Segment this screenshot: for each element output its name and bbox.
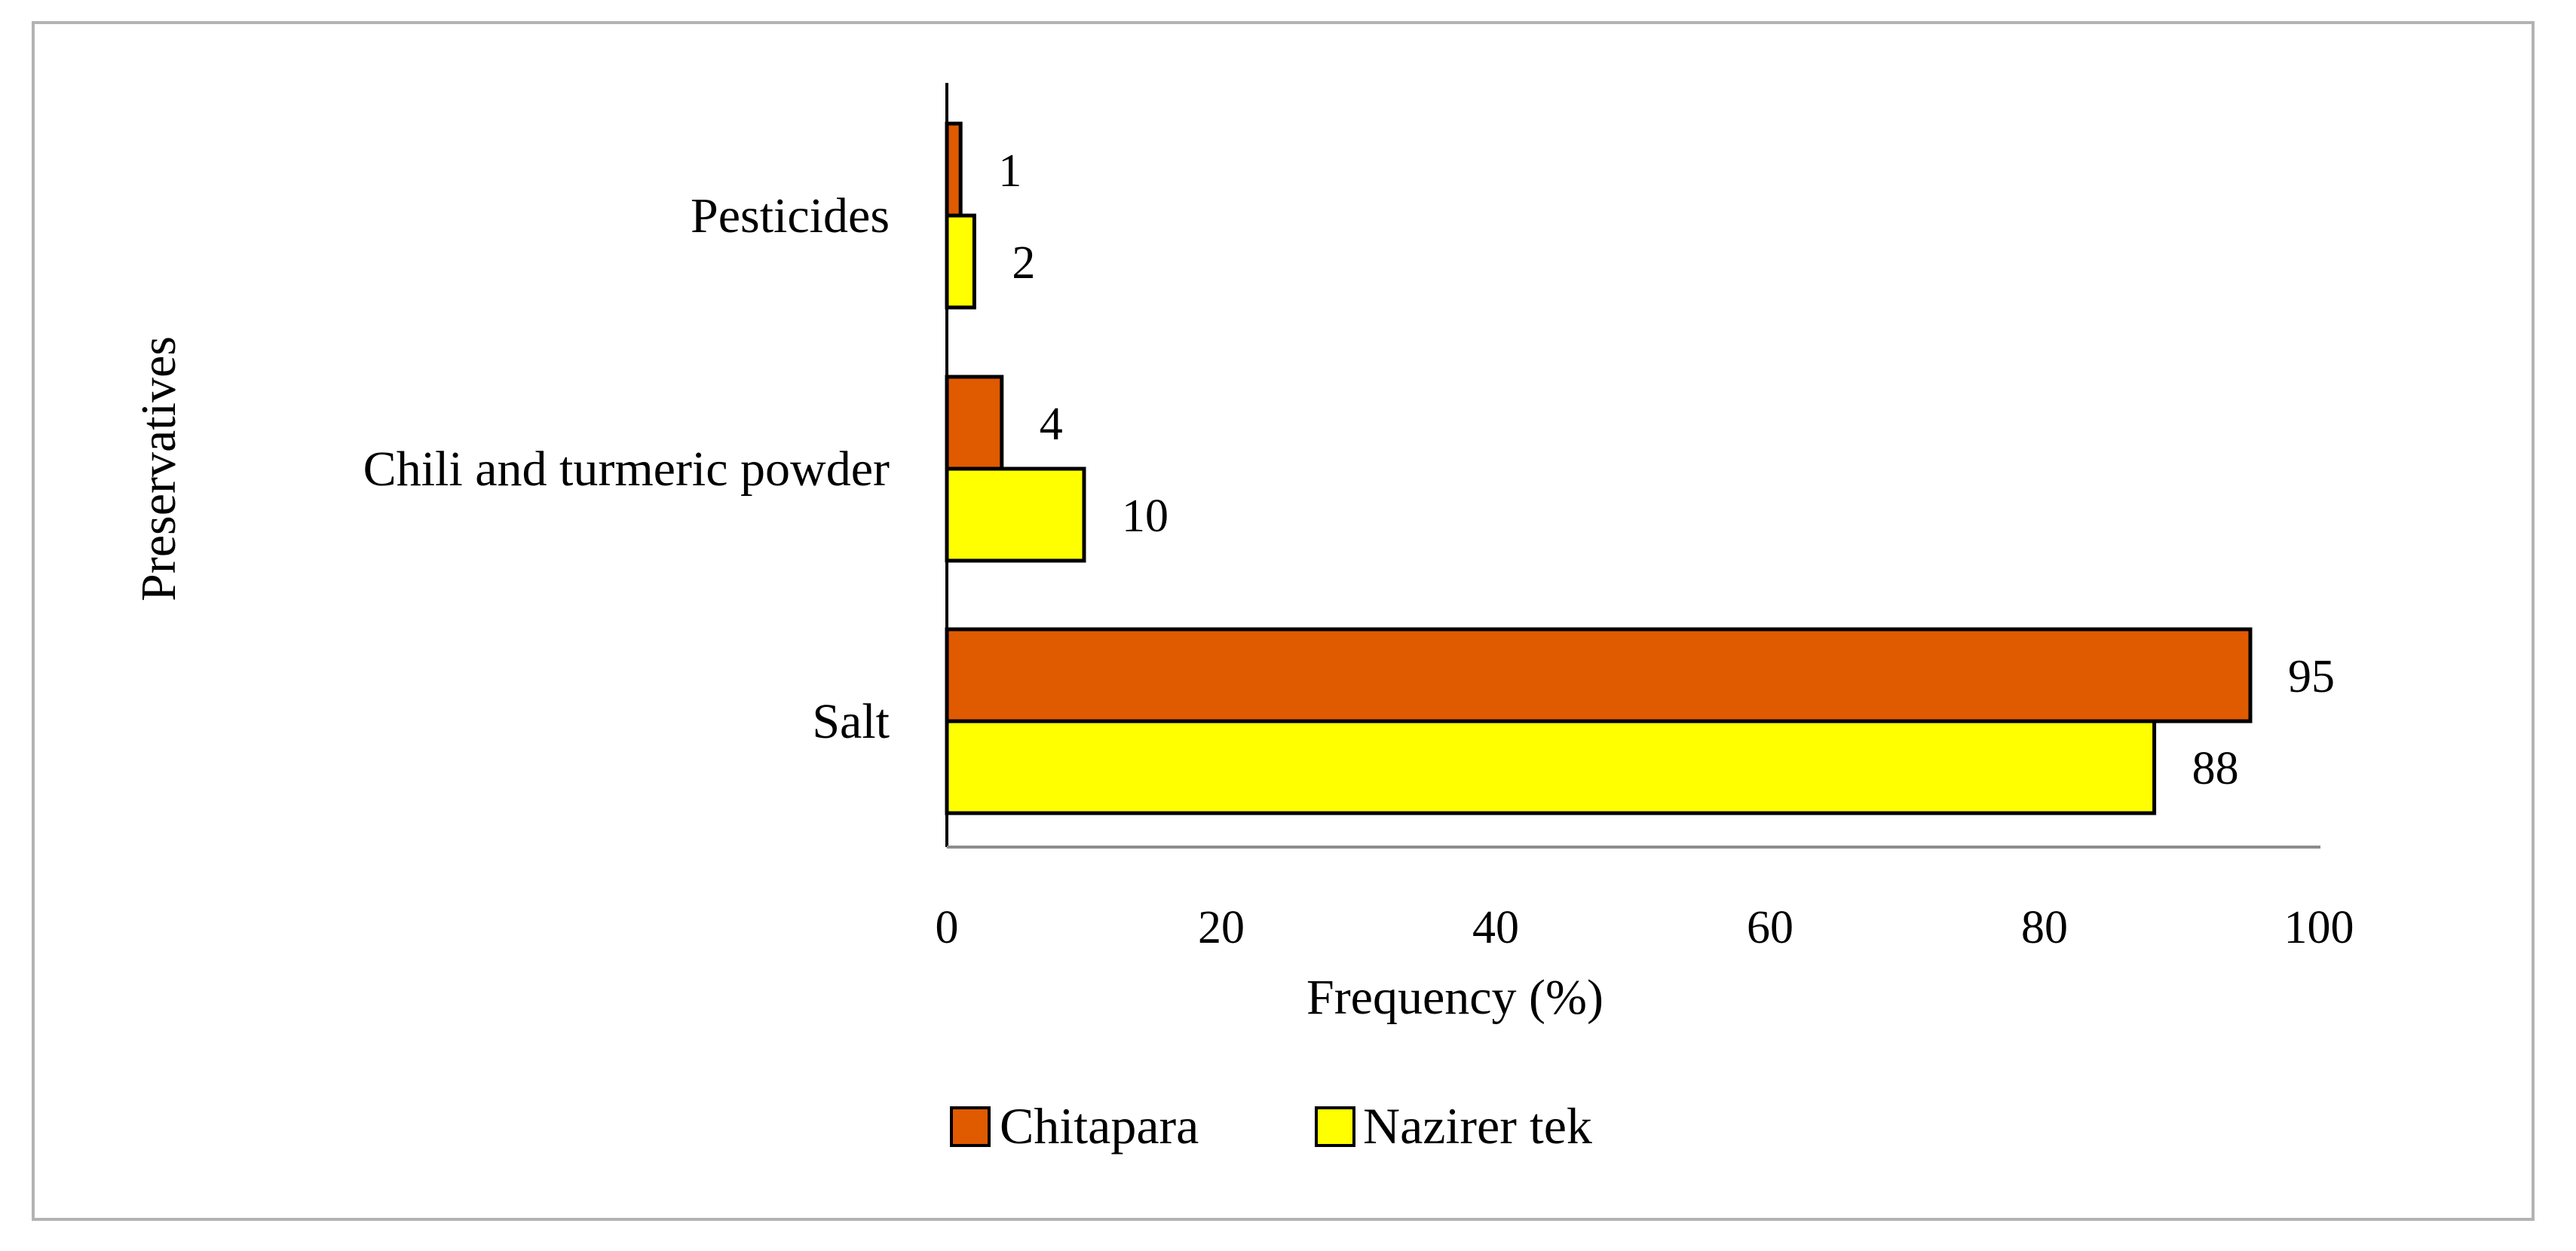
category-labels-layer: Salt Chili and turmeric powder Pesticides <box>363 188 890 749</box>
bar-chitapara-pesticides <box>945 121 963 218</box>
chart-frame <box>32 21 2535 1221</box>
y-axis-title: Preservatives <box>131 336 186 601</box>
x-axis-title: Frequency (%) <box>1306 970 1603 1025</box>
legend-label-nazirer-tek: Nazirer tek <box>1363 1097 1592 1155</box>
data-labels-layer: 95 88 4 10 1 2 <box>998 145 2335 794</box>
data-label-nazirer-tek-salt: 88 <box>2192 743 2239 794</box>
x-tick-label-40: 40 <box>1472 902 1519 953</box>
x-tick-label-100: 100 <box>2284 902 2354 953</box>
category-label-chili-and-turmeric-powder: Chili and turmeric powder <box>363 442 890 497</box>
bar-chitapara-chili-and-turmeric-powder <box>945 375 1004 471</box>
bar-nazirer-tek-chili-and-turmeric-powder <box>945 466 1086 563</box>
legend-swatch-nazirer-tek <box>1315 1106 1355 1147</box>
x-tick-label-20: 20 <box>1198 902 1245 953</box>
bars-layer <box>945 121 2253 815</box>
data-label-nazirer-tek-pesticides: 2 <box>1012 237 1035 289</box>
legend-label-chitapara: Chitapara <box>1000 1097 1199 1155</box>
category-label-salt: Salt <box>812 694 890 749</box>
x-tick-label-60: 60 <box>1747 902 1793 953</box>
data-label-chitapara-chili-and-turmeric-powder: 4 <box>1040 399 1063 450</box>
data-label-nazirer-tek-chili-and-turmeric-powder: 10 <box>1122 491 1169 542</box>
legend: Chitapara Nazirer tek <box>950 1097 1592 1155</box>
x-tick-label-80: 80 <box>2021 902 2068 953</box>
bar-nazirer-tek-salt <box>945 719 2157 815</box>
data-label-chitapara-salt: 95 <box>2288 651 2335 702</box>
category-label-pesticides: Pesticides <box>691 188 890 243</box>
bar-chitapara-salt <box>945 627 2253 723</box>
legend-swatch-chitapara <box>950 1106 991 1147</box>
bar-nazirer-tek-pesticides <box>945 213 976 310</box>
x-tick-label-0: 0 <box>936 902 959 953</box>
data-label-chitapara-pesticides: 1 <box>998 145 1022 197</box>
x-tick-labels-layer: 0 20 40 60 80 100 <box>936 902 2354 953</box>
